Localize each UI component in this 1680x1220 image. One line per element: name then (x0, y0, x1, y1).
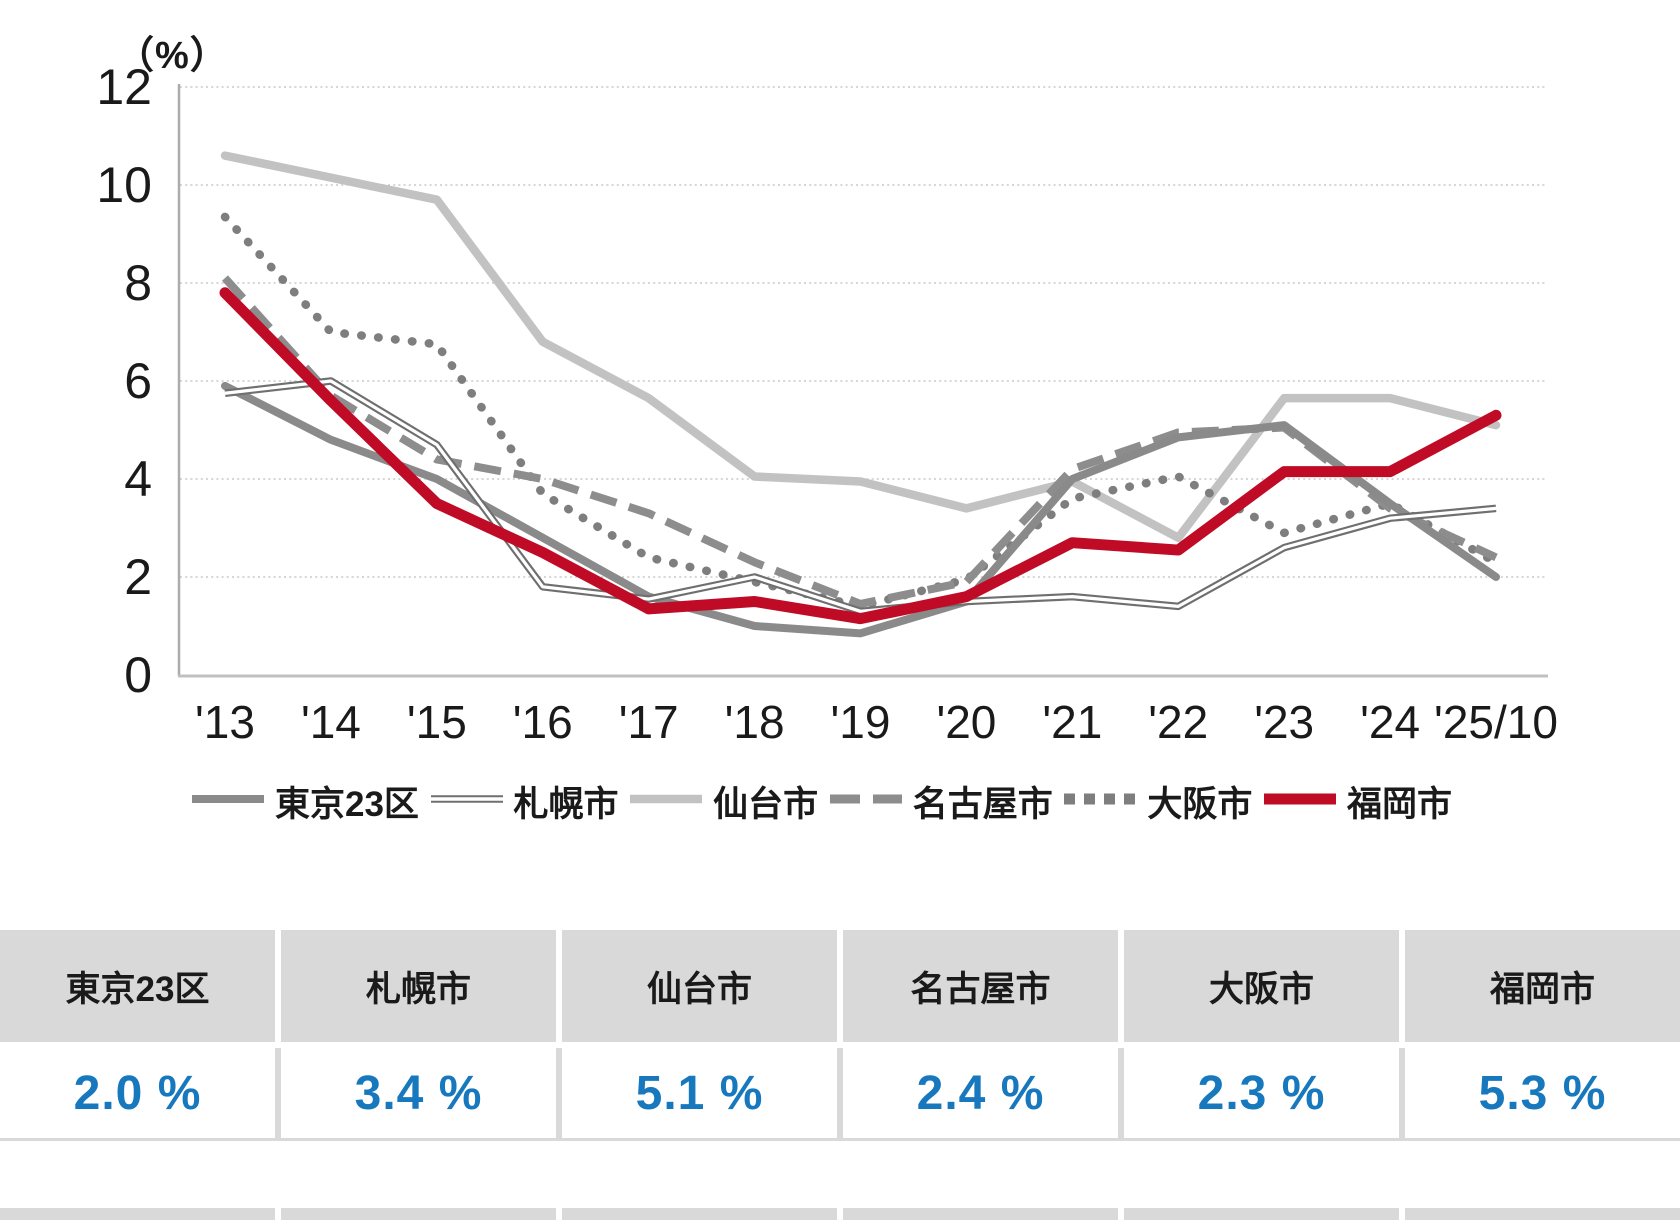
legend-item-fukuoka: 福岡市 (1262, 776, 1452, 827)
table-header-cell: 札幌市 (281, 930, 556, 1042)
next-row-cutoff-strip (0, 1208, 1680, 1220)
table-value-cell: 3.4 % (281, 1048, 556, 1141)
table-header-cell: 東京23区 (0, 930, 275, 1042)
table-value-cell: 2.3 % (1124, 1048, 1399, 1141)
table-value-row: 2.0 % 3.4 % 5.1 % 2.4 % 2.3 % 5.3 % (0, 1048, 1680, 1141)
y-axis-unit-label: （%） (116, 35, 229, 77)
svg-text:'14: '14 (301, 696, 361, 748)
legend-item-tokyo23: 東京23区 (190, 776, 419, 827)
chart-legend: 東京23区 札幌市 仙台市 名古屋市 大阪市 福岡市 (190, 778, 1452, 824)
strip-cell (843, 1208, 1118, 1220)
legend-label: 大阪市 (1147, 784, 1253, 824)
svg-text:0: 0 (124, 647, 152, 703)
strip-cell (0, 1208, 275, 1220)
svg-text:'23: '23 (1254, 696, 1314, 748)
legend-item-nagoya: 名古屋市 (828, 776, 1053, 827)
table-value-cell: 2.4 % (843, 1048, 1118, 1141)
svg-text:'20: '20 (936, 696, 996, 748)
nagoya-line-swatch-icon (828, 781, 904, 822)
fukuoka-line-swatch-icon (1262, 781, 1338, 822)
strip-cell (562, 1208, 837, 1220)
svg-text:'25/10: '25/10 (1434, 696, 1558, 748)
strip-cell (1124, 1208, 1399, 1220)
legend-label: 名古屋市 (912, 784, 1053, 824)
legend-label: 札幌市 (513, 784, 619, 824)
tokyo23-line-swatch-icon (190, 781, 266, 822)
table-value-cell: 5.1 % (562, 1048, 837, 1141)
legend-label: 仙台市 (713, 784, 819, 824)
svg-text:2: 2 (124, 549, 152, 605)
legend-item-sendai: 仙台市 (628, 776, 818, 827)
legend-label: 東京23区 (275, 784, 419, 824)
svg-text:'18: '18 (725, 696, 785, 748)
svg-text:6: 6 (124, 353, 152, 409)
table-value-cell: 5.3 % (1405, 1048, 1680, 1141)
osaka-line-swatch-icon (1062, 781, 1138, 822)
table-header-cell: 仙台市 (562, 930, 837, 1042)
legend-label: 福岡市 (1346, 784, 1452, 824)
vacancy-rate-line-chart: 0 2 4 6 8 10 12 '13 '14 '15 '16 '17 '18 '19 '20 '21 '22 '… (96, 59, 1558, 748)
table-value-cell: 2.0 % (0, 1048, 275, 1141)
svg-text:'22: '22 (1148, 696, 1208, 748)
latest-vacancy-table: 東京23区 札幌市 仙台市 名古屋市 大阪市 福岡市 2.0 % 3.4 % 5… (0, 930, 1680, 1141)
svg-text:'15: '15 (407, 696, 467, 748)
svg-text:8: 8 (124, 255, 152, 311)
svg-text:'21: '21 (1042, 696, 1102, 748)
svg-text:'16: '16 (513, 696, 573, 748)
table-header-row: 東京23区 札幌市 仙台市 名古屋市 大阪市 福岡市 (0, 930, 1680, 1042)
strip-cell (281, 1208, 556, 1220)
svg-text:'19: '19 (831, 696, 891, 748)
table-header-cell: 福岡市 (1405, 930, 1680, 1042)
strip-cell (1405, 1208, 1680, 1220)
table-header-cell: 名古屋市 (843, 930, 1118, 1042)
svg-text:'17: '17 (619, 696, 679, 748)
svg-text:'13: '13 (195, 696, 255, 748)
legend-item-sapporo: 札幌市 (429, 776, 619, 827)
svg-text:10: 10 (96, 157, 152, 213)
sapporo-line-swatch-icon (429, 781, 505, 822)
legend-item-osaka: 大阪市 (1062, 776, 1252, 827)
svg-text:4: 4 (124, 451, 152, 507)
svg-text:12: 12 (96, 59, 152, 115)
table-header-cell: 大阪市 (1124, 930, 1399, 1042)
svg-text:'24: '24 (1360, 696, 1420, 748)
sendai-line-swatch-icon (628, 781, 704, 822)
